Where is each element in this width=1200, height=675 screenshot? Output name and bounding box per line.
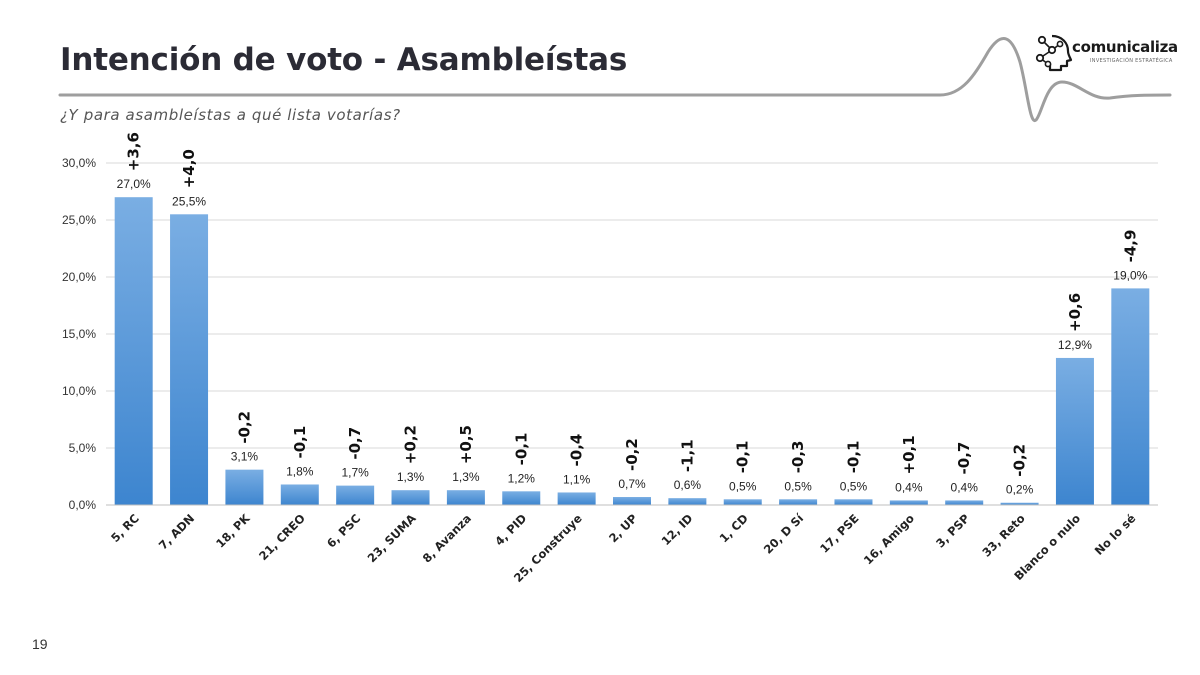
y-tick-label: 10,0% <box>62 384 96 398</box>
category-label: 18, PK <box>213 510 253 550</box>
change-label: -0,2 <box>1011 444 1029 477</box>
category-label: 4, PID <box>492 511 529 548</box>
bar-value-label: 0,5% <box>729 479 757 493</box>
change-label: +0,6 <box>1066 293 1084 332</box>
bar <box>114 197 153 505</box>
bar <box>446 490 485 505</box>
bar <box>668 498 707 505</box>
bar <box>557 492 596 505</box>
bar-value-label: 0,7% <box>618 477 646 491</box>
category-label: 23, SUMA <box>365 511 419 565</box>
bar-value-label: 3,1% <box>231 450 259 464</box>
brand-logo: comunicaliza INVESTIGACIÓN ESTRATÉGICA <box>1034 30 1178 74</box>
bar-value-label: 1,3% <box>452 470 480 484</box>
brand-tagline: INVESTIGACIÓN ESTRATÉGICA <box>1090 58 1173 64</box>
change-label: -0,1 <box>291 426 309 459</box>
bar <box>613 497 651 505</box>
bar-value-label: 19,0% <box>1113 268 1147 282</box>
bar-value-label: 0,5% <box>784 479 812 493</box>
category-label: 5, RC <box>108 511 142 545</box>
change-label: +0,1 <box>900 435 918 474</box>
bar-value-label: 1,3% <box>397 470 425 484</box>
bar-value-label: 0,4% <box>951 480 979 494</box>
change-label: -0,1 <box>734 440 752 473</box>
bar <box>391 490 430 505</box>
change-label: -0,2 <box>623 438 641 471</box>
bar-value-label: 0,4% <box>895 480 923 494</box>
bar <box>834 499 873 505</box>
header-wave-line <box>58 37 1172 122</box>
bar <box>945 500 984 505</box>
category-label: 8, Avanza <box>420 511 474 565</box>
bar-value-label: 1,7% <box>341 466 369 480</box>
chart-question: ¿Y para asambleístas a qué lista votaría… <box>60 106 401 124</box>
category-label: 2, UP <box>606 511 640 545</box>
bar-value-label: 1,8% <box>286 464 314 478</box>
category-label: 33, Reto <box>979 511 1027 559</box>
bar <box>723 499 762 505</box>
y-tick-label: 30,0% <box>62 156 96 170</box>
bar <box>280 484 319 505</box>
change-label: +3,6 <box>125 132 143 171</box>
category-label: 6, PSC <box>324 511 363 550</box>
change-label: -0,7 <box>955 442 973 475</box>
page-number: 19 <box>32 636 48 652</box>
bar-value-label: 27,0% <box>117 177 151 191</box>
bar <box>502 491 541 505</box>
category-label: 7, ADN <box>156 511 197 552</box>
change-label: -0,4 <box>568 434 586 467</box>
category-label: 12, ID <box>659 511 696 548</box>
bar <box>1000 502 1039 505</box>
category-label: 3, PSP <box>933 511 972 550</box>
bar <box>779 499 818 505</box>
change-label: -0,1 <box>512 433 530 466</box>
brand-name: comunicaliza <box>1072 38 1178 56</box>
bar <box>889 500 928 505</box>
bar-value-label: 12,9% <box>1058 338 1092 352</box>
change-label: +0,2 <box>402 425 420 464</box>
change-label: +0,5 <box>457 425 475 464</box>
change-label: -0,3 <box>789 440 807 473</box>
bar <box>1111 288 1150 505</box>
bar <box>336 485 375 505</box>
change-label: -0,7 <box>346 427 364 460</box>
change-label: -0,2 <box>235 411 253 444</box>
change-label: -1,1 <box>678 439 696 472</box>
category-label: 1, CD <box>717 511 751 545</box>
bar <box>170 214 209 506</box>
bar <box>1055 357 1094 505</box>
y-tick-label: 0,0% <box>69 498 97 512</box>
change-label: -4,9 <box>1121 230 1139 263</box>
bar-value-label: 0,5% <box>840 479 868 493</box>
category-label: 20, D Sí <box>761 510 807 556</box>
y-tick-label: 25,0% <box>62 213 96 227</box>
change-label: +4,0 <box>180 149 198 188</box>
page-title: Intención de voto - Asambleístas <box>60 42 628 78</box>
bar-value-label: 25,5% <box>172 194 206 208</box>
bar-value-label: 0,2% <box>1006 483 1034 497</box>
bar-value-label: 1,2% <box>508 471 536 485</box>
network-head-icon <box>1035 34 1073 72</box>
bar <box>225 469 264 505</box>
category-label: No lo sé <box>1092 511 1139 558</box>
category-label: 17, PSE <box>817 511 862 556</box>
y-tick-label: 20,0% <box>62 270 96 284</box>
y-tick-label: 15,0% <box>62 327 96 341</box>
category-label: 16, Amigo <box>861 511 917 567</box>
bar-value-label: 0,6% <box>674 478 702 492</box>
y-tick-label: 5,0% <box>69 441 97 455</box>
change-label: -0,1 <box>844 440 862 473</box>
category-label: 21, CREO <box>256 511 308 563</box>
bar-value-label: 1,1% <box>563 472 591 486</box>
